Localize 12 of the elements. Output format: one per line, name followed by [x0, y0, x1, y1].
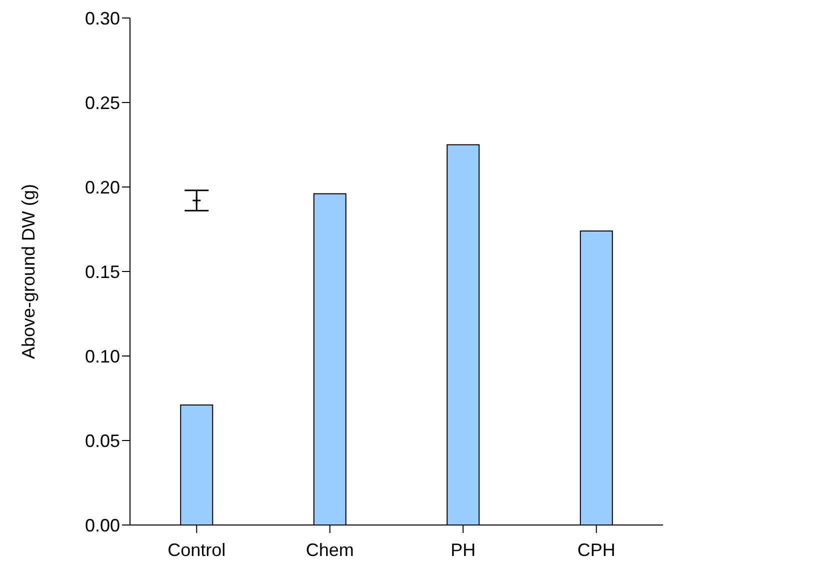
- y-tick-label: 0.15: [84, 262, 120, 282]
- x-tick-label: Chem: [306, 540, 354, 560]
- y-tick-label: 0.00: [84, 515, 120, 536]
- y-tick-label: 0.30: [84, 8, 120, 28]
- y-tick-label: 0.25: [84, 92, 120, 113]
- x-tick-label: Control: [168, 540, 226, 560]
- y-tick-label: 0.05: [84, 430, 120, 451]
- x-tick-label: CPH: [577, 540, 616, 560]
- y-tick-label: 0.20: [84, 177, 120, 198]
- x-tick-label: PH: [450, 540, 476, 560]
- y-axis-title: Above-ground DW (g): [18, 184, 38, 360]
- y-tick-label: 0.10: [84, 346, 120, 366]
